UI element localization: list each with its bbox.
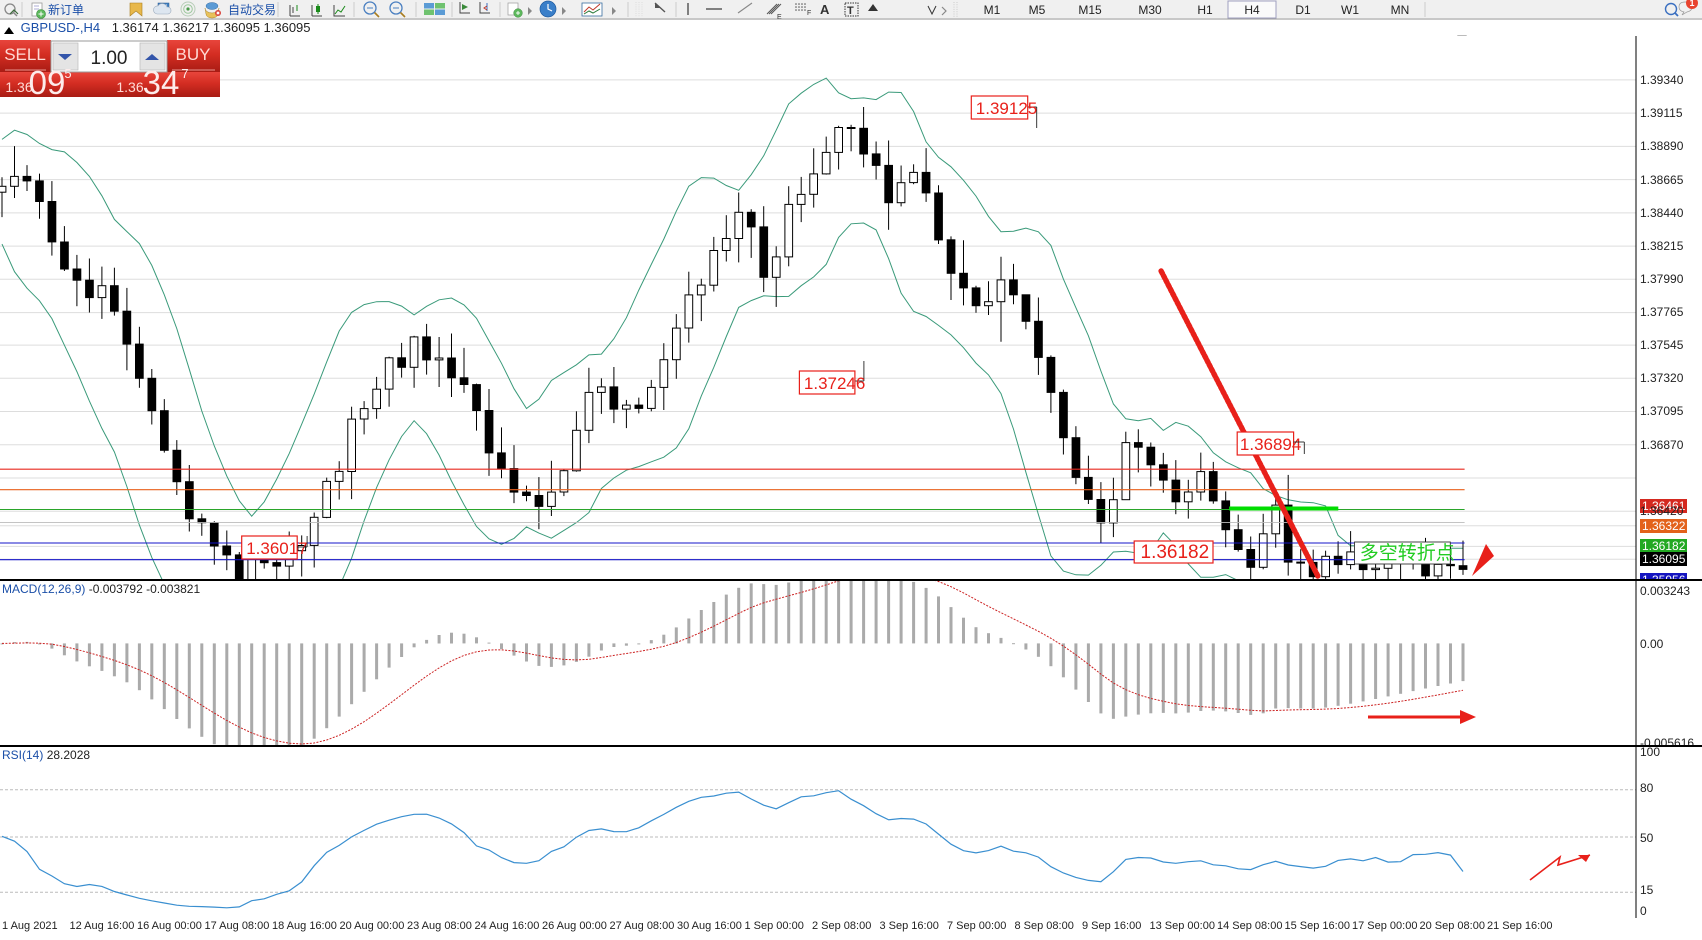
svg-text:A: A xyxy=(820,2,830,17)
svg-text:BUY: BUY xyxy=(176,45,211,64)
svg-text:MN: MN xyxy=(1391,3,1410,17)
svg-text:多空转折点: 多空转折点 xyxy=(1360,542,1455,564)
svg-text:M30: M30 xyxy=(1138,3,1162,17)
svg-text:1.36017: 1.36017 xyxy=(246,539,307,558)
svg-text:自动交易: 自动交易 xyxy=(228,2,276,17)
svg-text:1.37246: 1.37246 xyxy=(804,374,865,393)
svg-text:D1: D1 xyxy=(1295,3,1311,17)
svg-text:1.36894: 1.36894 xyxy=(1240,435,1301,454)
svg-text:5: 5 xyxy=(64,66,71,81)
svg-text:1: 1 xyxy=(1689,0,1694,8)
svg-text:1.36: 1.36 xyxy=(116,79,143,95)
svg-text:09: 09 xyxy=(29,64,66,97)
svg-text:1.39125: 1.39125 xyxy=(976,99,1037,118)
svg-text:H4: H4 xyxy=(1244,3,1260,17)
svg-text:7: 7 xyxy=(181,66,188,81)
svg-text:M1: M1 xyxy=(984,3,1001,17)
svg-text:M15: M15 xyxy=(1078,3,1102,17)
svg-text:W1: W1 xyxy=(1341,3,1359,17)
svg-text:新订单: 新订单 xyxy=(48,2,84,17)
svg-text:1.36182: 1.36182 xyxy=(1141,542,1210,563)
svg-text:SELL: SELL xyxy=(4,45,46,64)
svg-text:H1: H1 xyxy=(1197,3,1213,17)
svg-text:M5: M5 xyxy=(1029,3,1046,17)
svg-text:34: 34 xyxy=(143,64,180,97)
svg-text:1.00: 1.00 xyxy=(91,48,128,69)
